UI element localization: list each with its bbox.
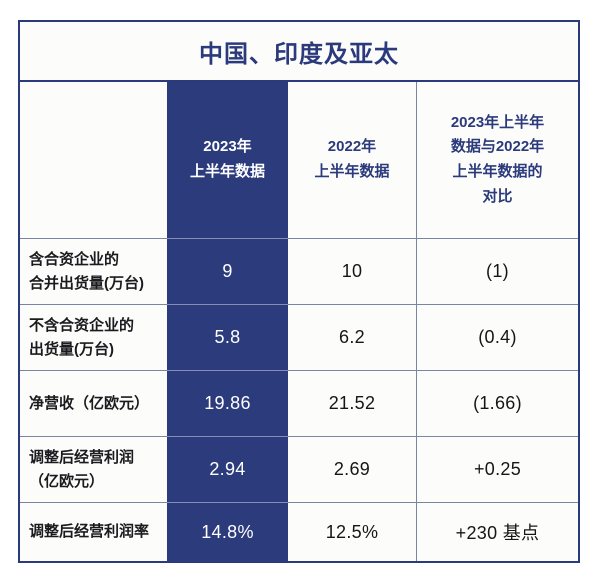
value-delta-net-revenue: (1.66) — [416, 370, 578, 436]
value-2022-shipments-incl-jv: 10 — [288, 238, 416, 304]
row-label-shipments-excl-jv: 不含合资企业的 出货量(万台) — [20, 304, 167, 370]
table-title-bar: 中国、印度及亚太 — [20, 22, 578, 82]
header-cell-2023: 2023年 上半年数据 — [167, 82, 288, 238]
value-2023-adjusted-operating-margin: 14.8% — [167, 502, 288, 561]
value-2023-shipments-incl-jv: 9 — [167, 238, 288, 304]
row-label-adjusted-operating-profit: 调整后经营利润 （亿欧元） — [20, 436, 167, 502]
value-2023-net-revenue: 19.86 — [167, 370, 288, 436]
table-title: 中国、印度及亚太 — [199, 40, 399, 68]
value-2023-shipments-excl-jv: 5.8 — [167, 304, 288, 370]
row-label-shipments-incl-jv: 含合资企业的 合并出货量(万台) — [20, 238, 167, 304]
header-cell-2022: 2022年 上半年数据 — [314, 138, 390, 180]
data-table-card: 中国、印度及亚太 2023年 上半年数据 2022年 上半年数据 2023年上半… — [18, 20, 580, 563]
value-delta-shipments-excl-jv: (0.4) — [416, 304, 578, 370]
header-cell-comparison: 2023年上半年 数据与2022年 上半年数据的 对比 — [416, 82, 578, 238]
value-delta-adjusted-operating-profit: +0.25 — [416, 436, 578, 502]
value-2022-adjusted-operating-profit: 2.69 — [288, 436, 416, 502]
value-2022-adjusted-operating-margin: 12.5% — [288, 502, 416, 561]
row-label-adjusted-operating-margin: 调整后经营利润率 — [20, 502, 167, 561]
value-delta-shipments-incl-jv: (1) — [416, 238, 578, 304]
value-2023-adjusted-operating-profit: 2.94 — [167, 436, 288, 502]
data-table: 2023年 上半年数据 2022年 上半年数据 2023年上半年 数据与2022… — [20, 82, 578, 561]
row-label-net-revenue: 净营收（亿欧元） — [20, 370, 167, 436]
value-2022-net-revenue: 21.52 — [288, 370, 416, 436]
value-2022-shipments-excl-jv: 6.2 — [288, 304, 416, 370]
header-cell-empty — [20, 82, 167, 238]
value-delta-adjusted-operating-margin: +230 基点 — [416, 502, 578, 561]
